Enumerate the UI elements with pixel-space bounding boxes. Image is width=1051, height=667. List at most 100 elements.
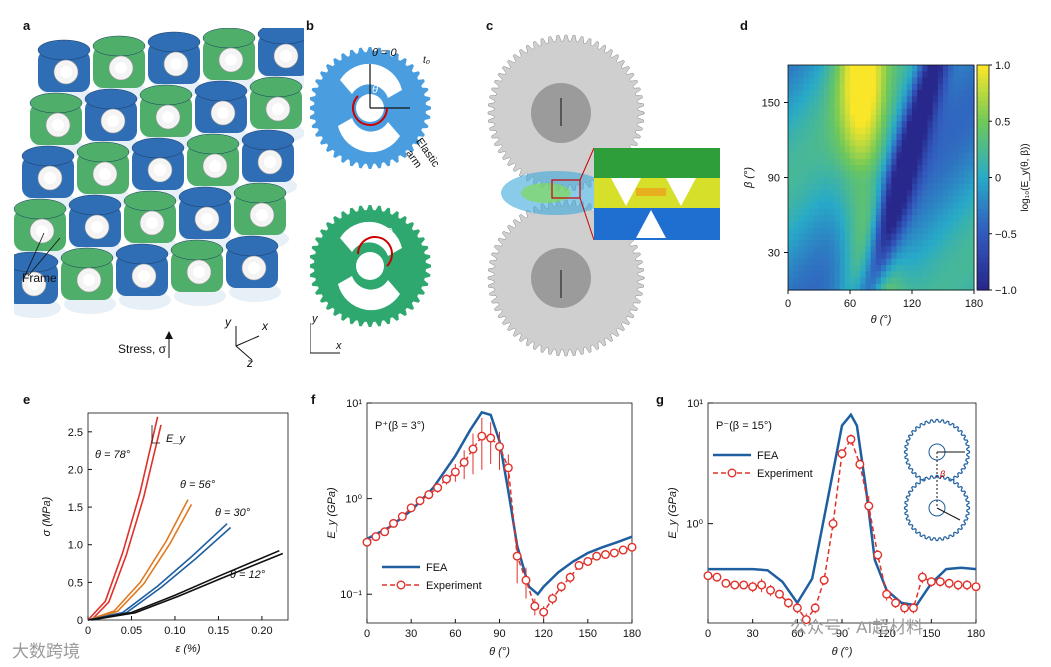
heatmap-cell [881, 227, 887, 235]
heatmap-cell [958, 196, 965, 204]
experiment-point [441, 474, 451, 484]
heatmap-cell [788, 127, 794, 135]
heatmap-cell [917, 208, 923, 216]
heatmap-cell [937, 71, 944, 79]
heatmap-cell [968, 183, 975, 191]
experiment-point [730, 580, 740, 590]
heatmap-cell [788, 271, 794, 279]
experiment-point [503, 463, 513, 473]
heatmap-cell [881, 102, 887, 110]
heatmap-cell [860, 71, 867, 79]
lattice-gear-top [139, 84, 193, 106]
heatmap-cell [824, 283, 830, 291]
heatmap-cell [850, 227, 856, 235]
heatmap-cell [906, 115, 913, 122]
heatmap-cell [963, 252, 970, 260]
heatmap-cell [917, 246, 923, 254]
heatmap-cell [793, 83, 799, 91]
heatmap-cell [788, 233, 794, 241]
heatmap-cell [881, 77, 887, 85]
heatmap-cell [953, 246, 960, 254]
colorbar-cell [977, 96, 989, 102]
heatmap-cell [891, 190, 898, 197]
gear-hub-inner [60, 66, 72, 78]
heatmap-cell [906, 246, 913, 254]
heatmap-cell [958, 140, 965, 147]
heatmap-cell [922, 90, 929, 97]
heatmap-cell [948, 240, 954, 247]
heatmap-cell [870, 77, 877, 85]
heatmap-cell [860, 108, 867, 116]
colorbar-cell [977, 240, 989, 246]
heatmap-cell [912, 240, 918, 247]
heatmap-cell [798, 177, 805, 185]
lattice-gear-top [241, 129, 295, 151]
heatmap-cell [834, 177, 841, 185]
heatmap-cell [798, 65, 805, 72]
heatmap-cell [813, 133, 820, 141]
experiment-point [810, 603, 820, 613]
heatmap-cell [788, 283, 794, 291]
heatmap-cell [906, 133, 913, 141]
heatmap-cell [824, 215, 830, 222]
heatmap-cell [788, 183, 794, 191]
x-tick-label: 120 [877, 628, 895, 640]
experiment-point [703, 571, 713, 581]
heatmap-cell [901, 246, 908, 254]
heatmap-cell [875, 233, 882, 241]
heatmap-cell [932, 283, 939, 291]
heatmap-cell [932, 146, 939, 154]
heatmap-cell [906, 96, 913, 104]
heatmap-cell [855, 208, 861, 216]
heatmap-cell [803, 240, 810, 247]
heatmap-cell [870, 208, 877, 216]
colorbar-cell [977, 213, 989, 219]
heatmap-cell [860, 215, 867, 222]
heatmap-cell [834, 277, 841, 285]
heatmap-cell [844, 115, 851, 122]
heatmap-cell [803, 102, 810, 110]
heatmap-cell [937, 258, 944, 266]
heatmap-cell [808, 277, 815, 285]
heatmap-cell [948, 190, 954, 197]
heatmap-cell [829, 171, 836, 179]
heatmap-cell [912, 265, 918, 272]
heatmap-cell [968, 133, 975, 141]
heatmap-cell [896, 165, 903, 172]
gear-hub-inner [107, 115, 119, 127]
heatmap-cell [813, 71, 820, 79]
heatmap-cell [844, 215, 851, 222]
heatmap-cell [855, 240, 861, 247]
heatmap-cell [808, 96, 815, 104]
heatmap-cell [865, 233, 872, 241]
heatmap-cell [819, 265, 825, 272]
heatmap-cell [860, 77, 867, 85]
heatmap-cell [808, 133, 815, 141]
heatmap-cell [850, 265, 856, 272]
heatmap-cell [937, 158, 944, 166]
axis-x-label-b: x [336, 340, 342, 352]
heatmap-cell [932, 183, 939, 191]
heatmap-cell [958, 283, 965, 291]
heatmap-cell [865, 252, 872, 260]
heatmap-cell [937, 90, 944, 97]
heatmap-cell [932, 158, 939, 166]
heatmap-cell [906, 171, 913, 179]
inset-arrow [936, 507, 961, 521]
heatmap-cell [968, 108, 975, 116]
heatmap-cell [865, 221, 872, 229]
heatmap-cell [860, 83, 867, 91]
heatmap-cell [906, 221, 913, 229]
heatmap-cell [829, 108, 836, 116]
heatmap-cell [958, 202, 965, 210]
y-tick-label: 0.5 [68, 577, 83, 589]
heatmap-cell [943, 271, 949, 279]
heatmap-cell [844, 233, 851, 241]
heatmap-cell [850, 252, 856, 260]
heatmap-cell [886, 190, 892, 197]
heatmap-cell [819, 165, 825, 172]
heatmap-cell [860, 158, 867, 166]
heatmap-cell [896, 146, 903, 154]
heatmap-cell [855, 265, 861, 272]
heatmap-cell [834, 240, 841, 247]
